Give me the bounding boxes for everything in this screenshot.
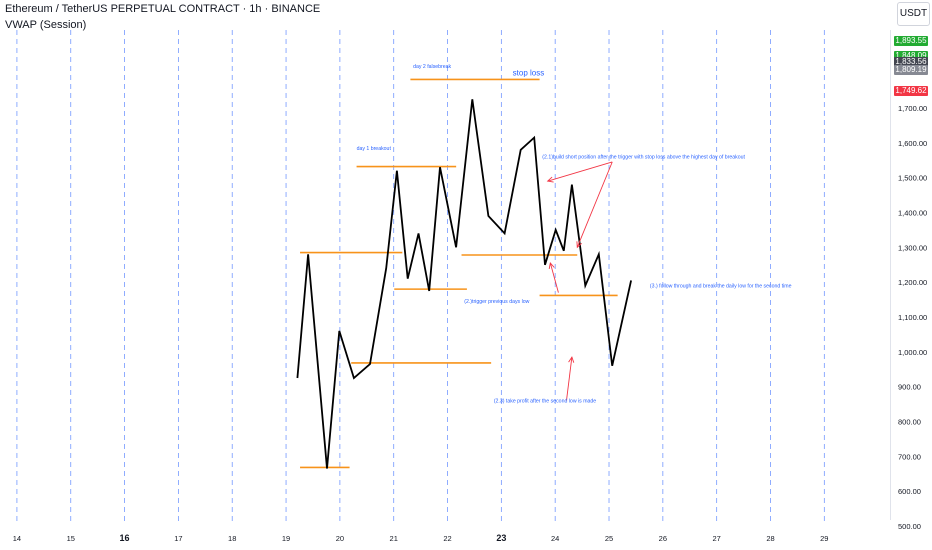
- price-tick-label: 1,300.00: [898, 243, 927, 252]
- annotation-text: day 2 falsebreak: [413, 64, 451, 70]
- annotation-text: (3.) follow through and break the daily …: [650, 283, 792, 289]
- annotation-text: (2.)trigger previous days low: [464, 299, 529, 305]
- price-tag: 1,749.62: [894, 85, 928, 96]
- arrow-head: [546, 176, 554, 183]
- time-axis[interactable]: 14 15 16 17 18 19 20 21 22 23 24 25 26 27 28 29: [13, 533, 829, 543]
- arrow-line: [566, 357, 573, 401]
- price-tick-label: 900.00: [898, 383, 921, 392]
- price-tag: 1,848.09: [894, 51, 928, 62]
- time-tick-label: 16: [120, 533, 130, 543]
- time-tick-label: 14: [13, 534, 21, 543]
- arrow-line: [576, 161, 613, 248]
- annotation-text: (2.1)build short position after the trig…: [542, 155, 745, 161]
- time-tick-label: 26: [659, 534, 667, 543]
- price-series: [296, 99, 632, 469]
- symbol-title[interactable]: Ethereum / TetherUS PERPETUAL CONTRACT ·…: [5, 3, 321, 15]
- price-tick-label: 1,700.00: [898, 104, 927, 113]
- annotation-text: (2.3) take profit after the second low i…: [494, 398, 596, 404]
- price-tick-label: 700.00: [898, 452, 921, 461]
- time-tick-label: 19: [282, 534, 290, 543]
- time-tick-label: 17: [174, 534, 182, 543]
- time-tick-label: 21: [390, 534, 398, 543]
- time-tick-label: 22: [443, 534, 451, 543]
- time-tick-label: 23: [496, 533, 506, 543]
- arrow-line: [549, 262, 559, 293]
- annotation-arrows: [546, 161, 613, 401]
- price-tick-label: 500.00: [898, 522, 921, 531]
- time-tick-label: 15: [67, 534, 75, 543]
- day-grid: [16, 30, 825, 525]
- price-tag: 1,833.56: [894, 56, 928, 67]
- time-tick-label: 28: [766, 534, 774, 543]
- time-tick-label: 20: [336, 534, 344, 543]
- indicator-label[interactable]: VWAP (Session): [5, 19, 87, 31]
- price-axis-divider: [890, 30, 891, 520]
- arrow-head: [548, 262, 555, 269]
- arrow-head: [576, 241, 583, 249]
- arrow-head: [568, 356, 575, 363]
- annotation-text: day 1 breakout: [357, 146, 392, 152]
- time-tick-label: 25: [605, 534, 613, 543]
- arrow-line: [547, 161, 613, 182]
- currency-button[interactable]: USDT: [897, 2, 930, 26]
- time-tick-label: 24: [551, 534, 559, 543]
- price-tick-label: 1,000.00: [898, 348, 927, 357]
- horizontal-levels: [300, 78, 618, 469]
- price-tick-label: 1,100.00: [898, 313, 927, 322]
- price-tick-label: 1,600.00: [898, 139, 927, 148]
- price-tick-label: 1,400.00: [898, 209, 927, 218]
- price-tick-label: 600.00: [898, 487, 921, 496]
- time-tick-label: 29: [820, 534, 828, 543]
- time-tick-label: 27: [712, 534, 720, 543]
- annotation-text: stop loss: [513, 69, 545, 78]
- price-line: [296, 99, 632, 469]
- annotations: day 2 falsebreak stop loss day 1 breakout (…: [357, 64, 792, 404]
- price-tag: 1,809.19: [894, 65, 928, 75]
- price-tick-label: 1,500.00: [898, 174, 927, 183]
- time-tick-label: 18: [228, 534, 236, 543]
- price-axis[interactable]: 1,700.00 1,600.00 1,500.00 1,400.00 1,300.00…: [898, 104, 927, 531]
- price-tick-label: 800.00: [898, 418, 921, 427]
- price-tick-label: 1,200.00: [898, 278, 927, 287]
- price-tag: 1,893.55: [894, 35, 928, 46]
